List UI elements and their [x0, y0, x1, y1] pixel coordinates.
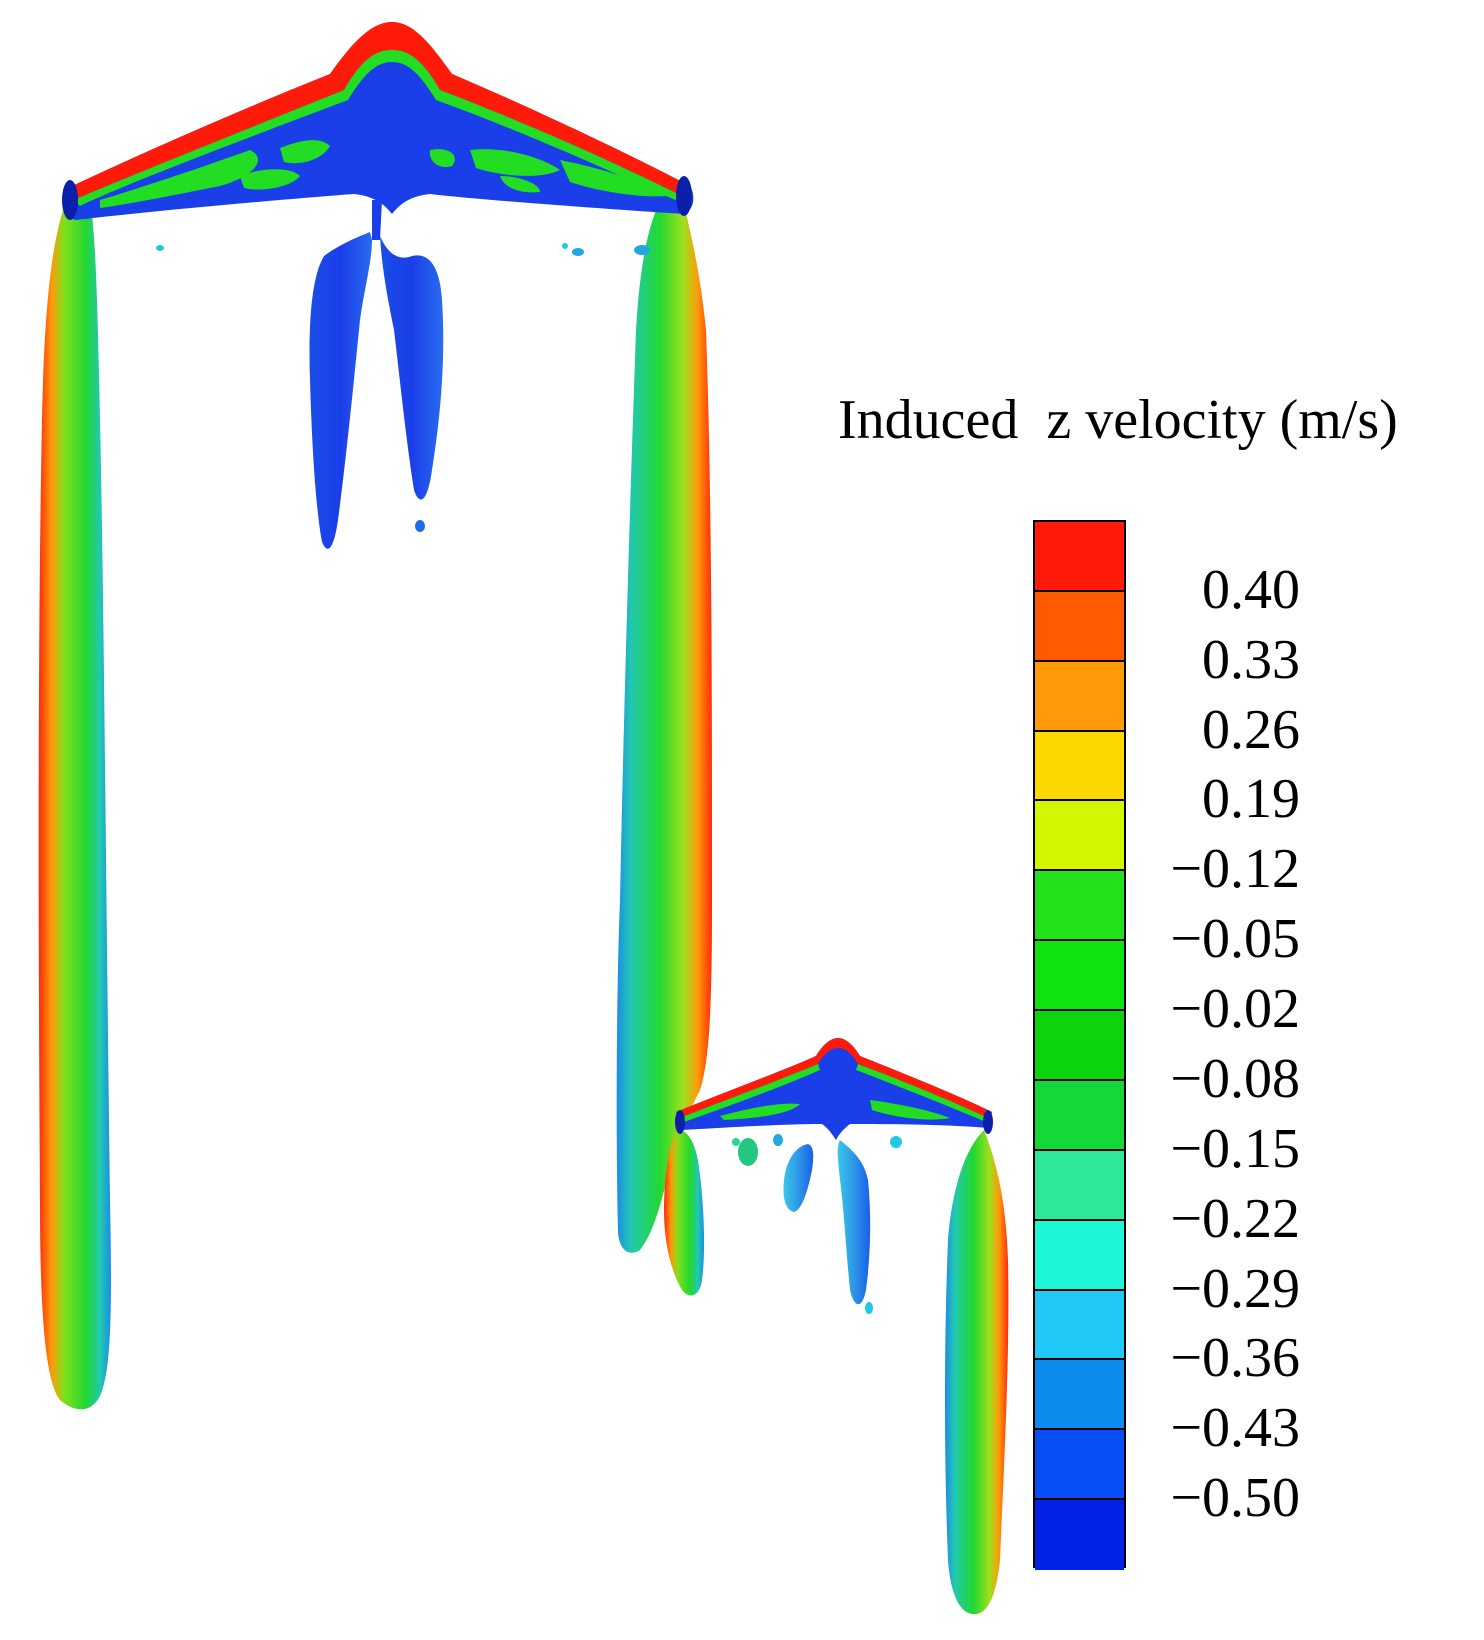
legend-title: Induced z velocity (m/s) [838, 389, 1398, 451]
large-aircraft-wake [38, 22, 712, 1410]
legend-tick-label: −0.22 [1170, 1187, 1300, 1250]
legend-swatch [1035, 1430, 1124, 1501]
legend-tick-label: −0.29 [1170, 1257, 1300, 1320]
legend-swatch [1035, 871, 1124, 942]
legend-swatch [1035, 1080, 1124, 1151]
large-center-vortex-left [309, 232, 372, 549]
legend-tick-label: −0.02 [1170, 978, 1300, 1041]
color-legend-bar [1033, 520, 1126, 1570]
legend-tick-label: −0.36 [1170, 1327, 1300, 1390]
legend-tick-label: −0.15 [1170, 1117, 1300, 1180]
small-left-wingtip-vortex [664, 1129, 705, 1296]
legend-swatch [1035, 522, 1124, 592]
legend-swatch [1035, 1220, 1124, 1291]
legend-swatch [1035, 591, 1124, 662]
small-center-vortex-left [783, 1144, 814, 1212]
small-right-wingtip-vortex [945, 1130, 1009, 1615]
legend-swatch [1035, 1290, 1124, 1361]
large-right-wingtip-vortex [616, 190, 712, 1253]
legend-tick-label: −0.08 [1170, 1047, 1300, 1110]
small-aircraft-wake [664, 1038, 1009, 1615]
legend-tick-label: −0.12 [1170, 838, 1300, 901]
legend-tick-label: 0.40 [1202, 558, 1300, 621]
legend-swatch [1035, 801, 1124, 872]
legend-tick-label: 0.26 [1202, 698, 1300, 761]
small-center-vortex-right [837, 1140, 871, 1305]
legend-swatch [1035, 1150, 1124, 1221]
legend-tick-label: 0.33 [1202, 628, 1300, 691]
legend-tick-label: −0.43 [1170, 1397, 1300, 1460]
legend-swatch [1035, 1360, 1124, 1431]
legend-swatch [1035, 661, 1124, 732]
large-left-wingtip-vortex [38, 193, 111, 1410]
legend-tick-label: −0.05 [1170, 908, 1300, 971]
legend-tick-label: −0.50 [1170, 1467, 1300, 1530]
legend-swatch [1035, 1500, 1124, 1570]
large-center-vortex-right [380, 236, 444, 500]
legend-swatch [1035, 941, 1124, 1012]
legend-tick-label: 0.19 [1202, 768, 1300, 831]
legend-swatch [1035, 731, 1124, 802]
large-wing-green-patches [100, 140, 668, 208]
legend-swatch [1035, 1011, 1124, 1081]
small-aircraft-wing [676, 1038, 992, 1140]
